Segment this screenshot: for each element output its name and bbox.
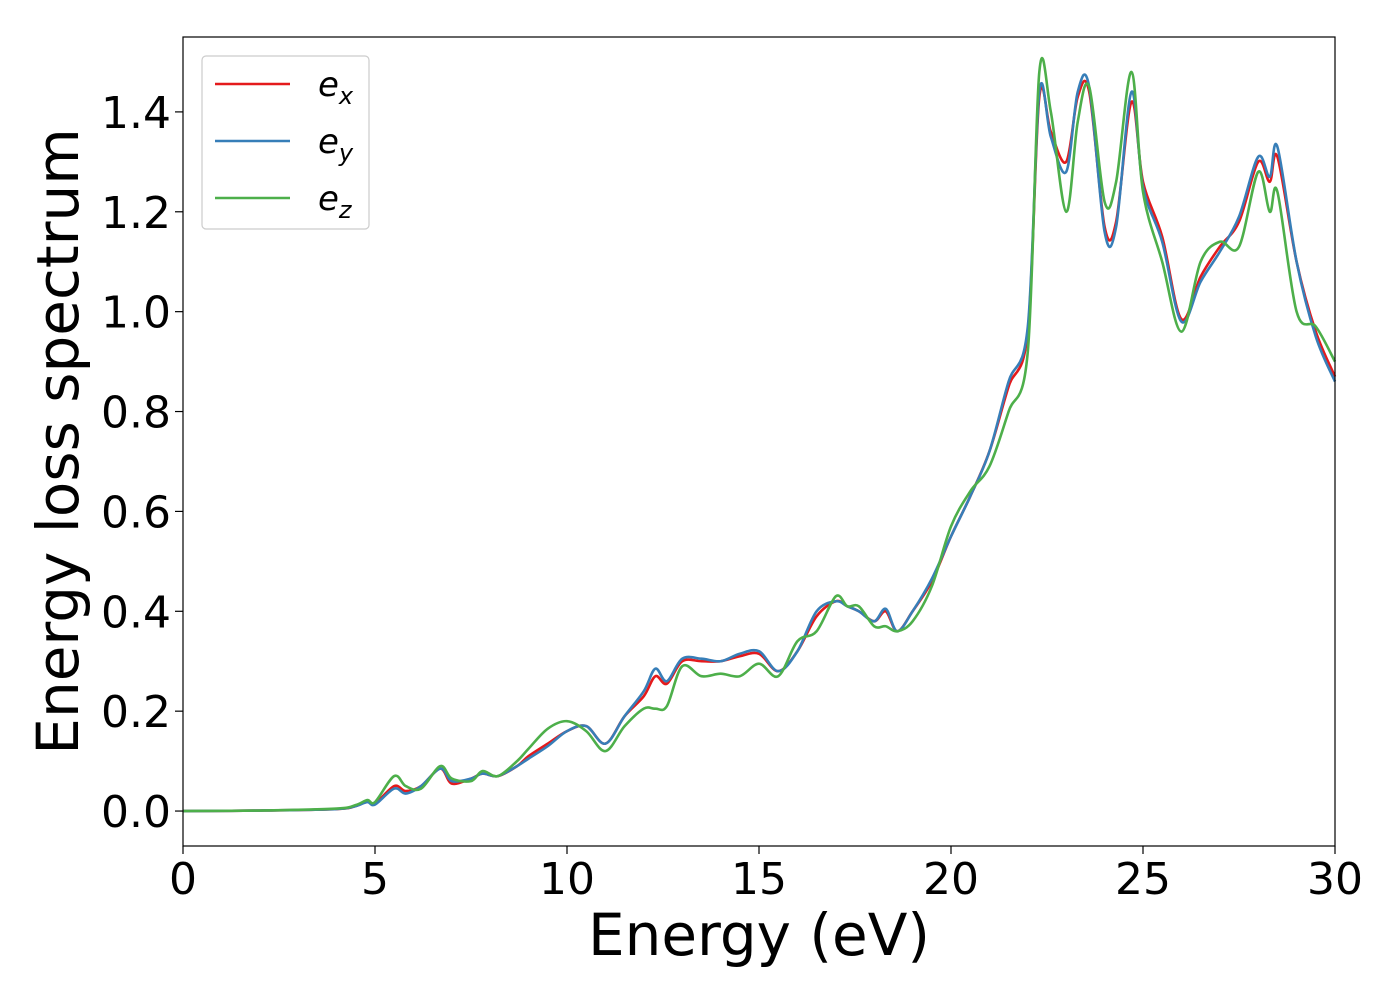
legend-box	[201, 55, 370, 230]
y-tick-label: 1.2	[101, 188, 171, 239]
ticks-layer: 0 5 10 15 20 25 30 0.0 0.2 0.4 0.6 0.8 1.0 1.2 1.4	[101, 88, 1363, 905]
y-tick-label: 1.4	[101, 88, 171, 139]
series-line-e-y	[182, 73, 1337, 813]
x-tick-label: 5	[361, 854, 389, 905]
x-tick-label: 30	[1307, 854, 1363, 905]
x-tick-label: 20	[923, 854, 979, 905]
y-tick-label: 0.2	[101, 687, 171, 738]
y-tick-label: 0.8	[101, 388, 171, 439]
y-tick-label: 0.0	[101, 787, 171, 838]
y-axis-title: Energy loss spectrum	[24, 128, 92, 754]
y-tick-label: 1.0	[101, 288, 171, 339]
series-layer	[182, 56, 1337, 813]
x-tick-label: 25	[1115, 854, 1171, 905]
x-axis-title: Energy (eV)	[588, 901, 930, 969]
x-tick-label: 15	[731, 854, 787, 905]
x-tick-label: 10	[539, 854, 595, 905]
series-line-e-z	[182, 56, 1337, 813]
y-tick-label: 0.4	[101, 587, 171, 638]
x-tick-label: 0	[169, 854, 197, 905]
y-tick-label: 0.6	[101, 487, 171, 538]
